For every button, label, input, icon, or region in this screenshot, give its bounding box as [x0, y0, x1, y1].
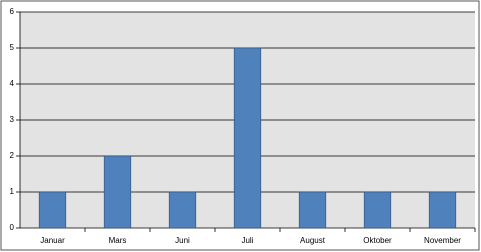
bar: [363, 191, 392, 229]
y-tick-label: 5: [10, 43, 15, 52]
y-tick-label: 1: [10, 187, 15, 196]
y-tick-label: 4: [10, 79, 15, 88]
bar: [168, 191, 197, 229]
y-tick-label: 6: [10, 7, 15, 16]
x-tick-label: August: [300, 236, 326, 245]
x-tick-label: Mars: [109, 236, 127, 245]
bar: [38, 191, 67, 229]
y-tick-label: 0: [10, 223, 15, 232]
x-tick-label: Januar: [40, 236, 65, 245]
bar: [233, 47, 262, 229]
x-tick-label: Juni: [175, 236, 190, 245]
y-tick-label: 2: [10, 151, 15, 160]
x-tick-label: Oktober: [363, 236, 392, 245]
bar: [298, 191, 327, 229]
y-tick-label: 3: [10, 115, 15, 124]
x-tick-label: November: [424, 236, 461, 245]
x-tick-label: Juli: [241, 236, 253, 245]
bar: [428, 191, 457, 229]
bar: [103, 155, 132, 229]
